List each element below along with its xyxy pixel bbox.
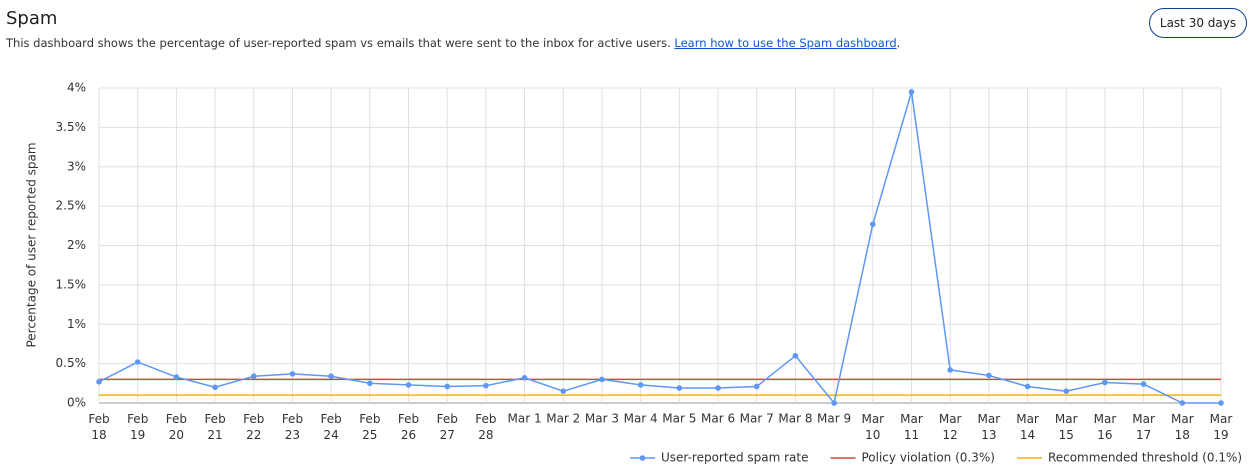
data-point (328, 373, 334, 380)
data-point (405, 382, 412, 388)
data-point (1218, 400, 1224, 406)
description: This dashboard shows the percentage of u… (6, 36, 900, 50)
date-range-button[interactable]: Last 30 days (1149, 8, 1247, 38)
x-tick-label: Mar 11 (900, 412, 923, 442)
y-tick-label: 0.5% (56, 356, 87, 370)
x-tick-label: Feb 21 (204, 412, 225, 442)
data-point (831, 400, 837, 406)
data-point (250, 373, 257, 380)
x-tick-label: Mar 1 (508, 412, 542, 426)
data-point (521, 375, 528, 381)
x-tick-label: Mar 3 (585, 412, 619, 426)
data-point (908, 89, 915, 95)
x-tick-label: Feb 19 (127, 412, 148, 442)
x-tick-label: Mar 18 (1171, 412, 1194, 442)
data-point (134, 359, 141, 365)
link-end: . (896, 36, 901, 50)
y-tick-label: 2.5% (56, 199, 87, 213)
data-point (753, 383, 760, 390)
data-point (483, 382, 489, 389)
data-point (96, 378, 102, 385)
data-point (637, 382, 644, 388)
x-tick-label: Mar 4 (624, 412, 658, 426)
y-tick-label: 3% (67, 159, 86, 173)
x-tick-label: Mar 2 (546, 412, 580, 426)
x-tick-label: Feb 24 (321, 412, 342, 442)
x-tick-label: Feb 23 (282, 412, 303, 442)
x-tick-label: Mar 19 (1210, 412, 1233, 442)
y-tick-label: 1.5% (56, 277, 87, 291)
data-point (792, 352, 799, 359)
x-tick-label: Feb 26 (398, 412, 419, 442)
data-point (1102, 379, 1108, 386)
help-link[interactable]: Learn how to use the Spam dashboard (674, 36, 897, 50)
data-point (1140, 381, 1147, 387)
data-point (676, 385, 683, 391)
x-tick-label: Mar 13 (978, 412, 1001, 442)
data-point (367, 380, 373, 387)
data-point (1024, 383, 1031, 390)
x-tick-label: Mar 12 (939, 412, 962, 442)
y-tick-label: 2% (67, 238, 86, 252)
legend-marker (639, 455, 646, 461)
legend-label: User-reported spam rate (661, 451, 808, 465)
x-tick-label: Feb 22 (243, 412, 264, 442)
y-tick-label: 4% (67, 81, 86, 95)
x-tick-label: Feb 25 (359, 412, 380, 442)
data-point (869, 221, 876, 228)
page-title: Spam (6, 8, 58, 29)
x-tick-label: Mar 7 (740, 412, 774, 426)
x-tick-label: Feb 20 (166, 412, 187, 442)
x-tick-label: Mar 5 (662, 412, 696, 426)
x-tick-label: Feb 27 (437, 412, 458, 442)
data-point (1179, 400, 1186, 406)
data-point (599, 376, 605, 383)
data-point (947, 367, 953, 373)
data-point (212, 384, 218, 391)
legend-label: Policy violation (0.3%) (861, 451, 994, 465)
data-point (289, 371, 296, 377)
x-tick-label: Mar 10 (861, 412, 884, 442)
x-tick-label: Mar 8 (778, 412, 812, 426)
data-point (986, 372, 992, 379)
y-tick-label: 1% (67, 317, 86, 331)
x-tick-label: Mar 6 (701, 412, 735, 426)
x-tick-label: Mar 17 (1132, 412, 1155, 442)
data-point (560, 388, 567, 394)
x-tick-label: Feb 18 (88, 412, 109, 442)
x-tick-label: Mar 9 (817, 412, 851, 426)
x-tick-label: Mar 16 (1094, 412, 1117, 442)
data-point (173, 374, 180, 380)
data-point (1063, 388, 1070, 394)
x-tick-label: Feb 28 (475, 412, 496, 442)
y-tick-label: 3.5% (56, 120, 87, 134)
description-text: This dashboard shows the percentage of u… (6, 36, 671, 50)
x-tick-label: Mar 15 (1055, 412, 1078, 442)
legend-label: Recommended threshold (0.1%) (1048, 451, 1242, 465)
y-axis-title: Percentage of user reported spam (25, 142, 39, 347)
y-tick-label: 0% (67, 396, 86, 410)
data-point (715, 385, 721, 391)
x-tick-label: Mar 14 (1016, 412, 1039, 442)
data-point (444, 383, 451, 390)
series-line (98, 91, 1221, 405)
